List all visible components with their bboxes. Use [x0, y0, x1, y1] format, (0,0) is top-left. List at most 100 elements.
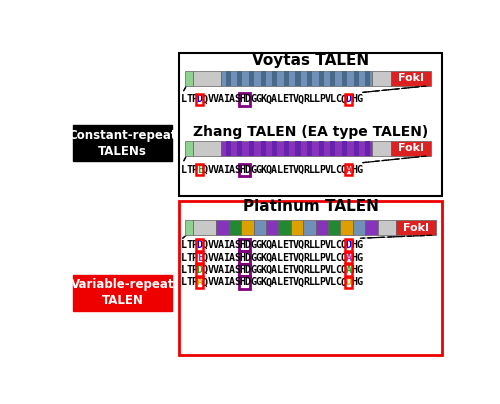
Text: Q: Q — [298, 265, 304, 275]
Text: A: A — [272, 95, 278, 105]
Bar — [290, 220, 303, 235]
Text: G: G — [256, 165, 262, 175]
Text: L: L — [308, 95, 314, 105]
Bar — [354, 71, 358, 86]
Text: I: I — [224, 240, 230, 250]
Bar — [345, 252, 352, 263]
Text: L: L — [180, 265, 186, 275]
Text: FokI: FokI — [398, 143, 423, 154]
Text: P: P — [192, 240, 198, 250]
Bar — [239, 164, 250, 176]
Text: Q: Q — [266, 252, 272, 263]
Text: L: L — [330, 240, 336, 250]
Text: K: K — [260, 240, 266, 250]
Text: C: C — [335, 252, 341, 263]
Text: L: L — [330, 95, 336, 105]
Text: Q: Q — [202, 240, 208, 250]
Text: V: V — [212, 265, 218, 275]
Text: I: I — [224, 278, 230, 287]
Bar — [330, 71, 336, 86]
Text: S: S — [234, 252, 240, 263]
Text: G: G — [356, 95, 362, 105]
Text: S: S — [234, 95, 240, 105]
Text: Voytas TALEN: Voytas TALEN — [252, 53, 369, 68]
Bar — [345, 164, 352, 175]
Bar — [296, 71, 300, 86]
Bar — [365, 220, 378, 235]
Text: G: G — [256, 252, 262, 263]
Text: A: A — [272, 165, 278, 175]
Text: T: T — [186, 278, 192, 287]
Text: H: H — [240, 95, 246, 105]
Text: H: H — [351, 165, 357, 175]
Text: A: A — [218, 278, 224, 287]
Bar — [196, 277, 203, 288]
Text: G: G — [256, 278, 262, 287]
Text: A: A — [218, 265, 224, 275]
Bar — [179, 53, 442, 196]
Text: Q: Q — [202, 265, 208, 275]
Text: Q: Q — [298, 252, 304, 263]
Text: D: D — [346, 95, 352, 105]
Bar — [345, 94, 352, 105]
Bar — [378, 220, 396, 235]
Text: V: V — [292, 252, 298, 263]
Text: V: V — [208, 252, 214, 263]
Bar — [254, 220, 266, 235]
Text: V: V — [292, 278, 298, 287]
Bar — [303, 220, 316, 235]
Text: FokI: FokI — [398, 74, 423, 83]
Text: G: G — [250, 165, 256, 175]
Text: E: E — [282, 265, 288, 275]
Text: G: G — [356, 278, 362, 287]
Text: I: I — [224, 95, 230, 105]
Bar — [226, 71, 231, 86]
Bar — [365, 71, 370, 86]
Text: A: A — [218, 95, 224, 105]
Text: L: L — [314, 252, 320, 263]
Text: L: L — [308, 165, 314, 175]
Text: Q: Q — [340, 165, 346, 175]
Text: V: V — [292, 95, 298, 105]
Text: T: T — [186, 240, 192, 250]
Text: Variable-repeat
TALEN: Variable-repeat TALEN — [71, 278, 174, 307]
Text: T: T — [186, 165, 192, 175]
Text: C: C — [335, 95, 341, 105]
Text: L: L — [180, 240, 186, 250]
Text: E: E — [282, 165, 288, 175]
Bar — [296, 141, 300, 156]
Text: Q: Q — [202, 278, 208, 287]
Text: P: P — [319, 165, 325, 175]
Text: V: V — [212, 252, 218, 263]
Text: L: L — [180, 95, 186, 105]
Bar — [284, 71, 289, 86]
Bar — [184, 71, 193, 86]
Text: P: P — [192, 265, 198, 275]
Bar — [328, 220, 340, 235]
Text: L: L — [314, 240, 320, 250]
Bar — [221, 71, 372, 86]
Bar — [239, 251, 250, 264]
Text: P: P — [319, 265, 325, 275]
Text: G: G — [356, 252, 362, 263]
Text: C: C — [335, 165, 341, 175]
Text: L: L — [180, 252, 186, 263]
Text: G: G — [356, 240, 362, 250]
Text: G: G — [356, 165, 362, 175]
Bar — [372, 71, 390, 86]
Bar — [239, 276, 250, 288]
Bar — [239, 93, 250, 106]
Text: I: I — [224, 265, 230, 275]
Text: V: V — [212, 95, 218, 105]
Text: Q: Q — [298, 240, 304, 250]
Text: P: P — [192, 252, 198, 263]
Text: T: T — [287, 252, 293, 263]
Bar — [272, 71, 278, 86]
Text: L: L — [180, 165, 186, 175]
Text: A: A — [228, 252, 234, 263]
Bar — [390, 141, 430, 156]
Text: Platinum TALEN: Platinum TALEN — [242, 199, 378, 214]
Text: V: V — [292, 265, 298, 275]
Text: L: L — [180, 278, 186, 287]
Text: L: L — [276, 240, 282, 250]
